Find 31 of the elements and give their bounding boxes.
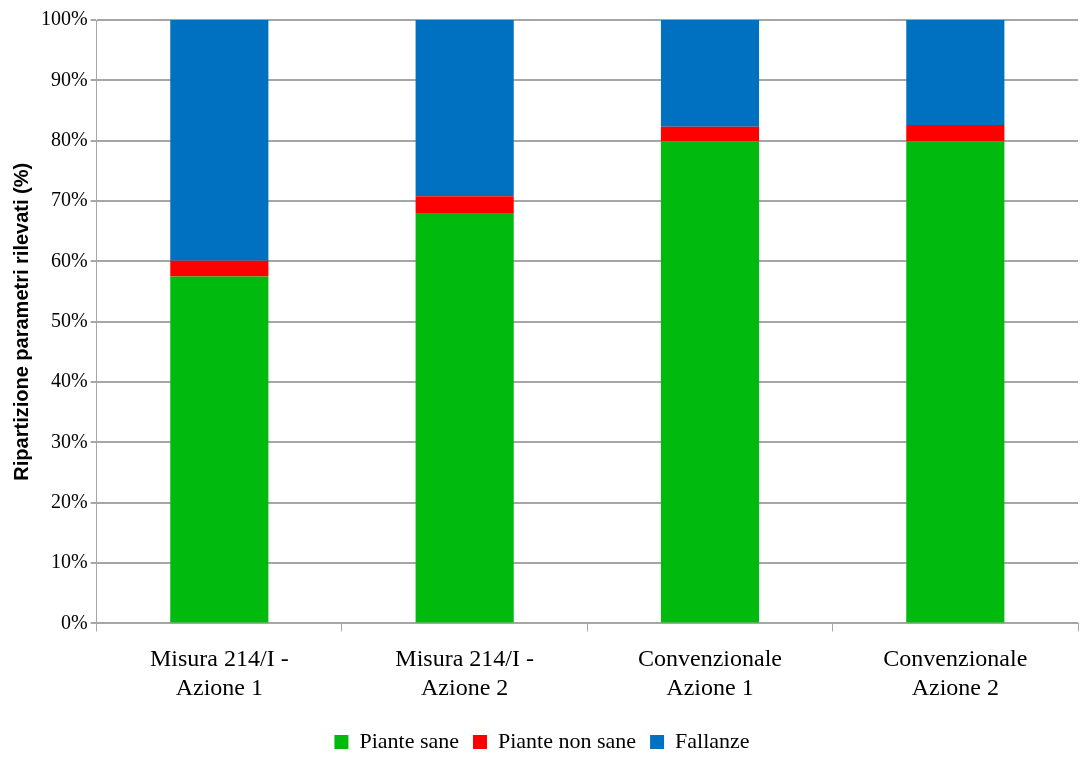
legend-label: Fallanze bbox=[675, 727, 750, 753]
bar bbox=[415, 196, 514, 214]
y-tick-label: 60% bbox=[50, 248, 88, 271]
bar bbox=[170, 276, 269, 623]
y-axis-title: Ripartizione parametri rilevati (%) bbox=[9, 162, 32, 481]
bar bbox=[906, 124, 1005, 142]
legend-label: Piante non sane bbox=[497, 727, 637, 753]
y-tick-label: 90% bbox=[50, 67, 88, 90]
y-tick-label: 80% bbox=[50, 127, 88, 150]
bar bbox=[660, 20, 760, 127]
y-tick-label: 0% bbox=[60, 610, 88, 633]
y-tick-label: 70% bbox=[50, 188, 88, 211]
y-tick-label: 50% bbox=[50, 308, 88, 331]
bar bbox=[906, 20, 1005, 125]
y-tick-label: 40% bbox=[50, 369, 88, 392]
bar bbox=[170, 20, 269, 261]
bar bbox=[170, 260, 269, 277]
x-tick-label: Convenzionale Azione 2 bbox=[883, 645, 1028, 700]
bar bbox=[415, 20, 514, 197]
bar bbox=[906, 141, 1005, 623]
legend-label: Piante sane bbox=[359, 727, 459, 753]
x-tick-label: Misura 214/I - Azione 2 bbox=[395, 645, 534, 700]
y-tick-label: 20% bbox=[50, 489, 88, 512]
x-tick-label: Convenzionale Azione 1 bbox=[638, 645, 782, 700]
bar bbox=[660, 141, 760, 623]
bar bbox=[660, 126, 760, 142]
y-tick-label: 30% bbox=[50, 429, 88, 452]
y-tick-label: 10% bbox=[50, 550, 88, 573]
y-tick-label: 100% bbox=[40, 7, 88, 30]
bar bbox=[415, 213, 514, 623]
x-tick-label: Misura 214/I - Azione 1 bbox=[150, 645, 289, 700]
